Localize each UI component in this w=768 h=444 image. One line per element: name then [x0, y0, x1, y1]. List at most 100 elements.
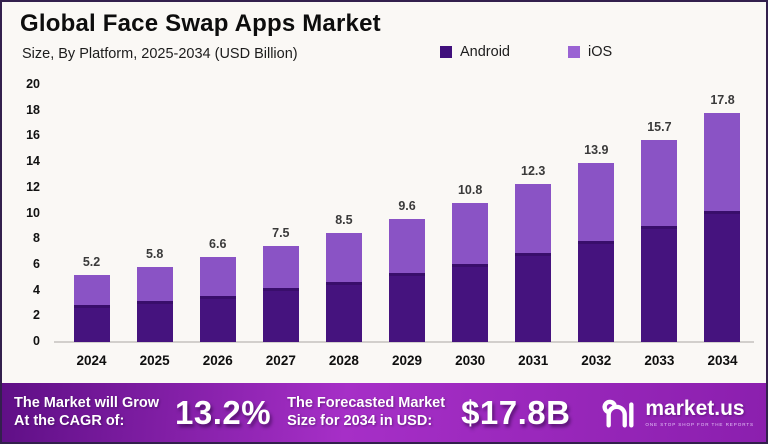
bar-2033-android: [641, 226, 678, 342]
bar-2030: [452, 203, 489, 342]
bar-slot-2031: 12.3: [502, 85, 565, 342]
x-axis-line: [54, 341, 754, 343]
bar-2027-ios: [262, 245, 299, 289]
bar-slot-2030: 10.8: [439, 85, 502, 342]
total-label-2029: 9.6: [398, 198, 416, 213]
y-tick-18: 18: [26, 102, 40, 117]
y-tick-4: 4: [33, 282, 40, 297]
bar-slot-2028: 8.5: [312, 85, 375, 342]
x-label-2024: 2024: [76, 353, 107, 368]
y-tick-6: 6: [33, 256, 40, 271]
bar-2029: [389, 218, 426, 342]
bar-slot-2034: 17.8: [691, 85, 754, 342]
bar-2033: [641, 140, 678, 342]
marketus-logo-icon: [602, 399, 634, 427]
logo-tagline: ONE STOP SHOP FOR THE REPORTS: [645, 422, 754, 427]
bar-slot-2024: 5.2: [60, 85, 123, 342]
y-tick-16: 16: [26, 128, 40, 143]
marketus-logo-text: market.us ONE STOP SHOP FOR THE REPORTS: [645, 397, 754, 427]
legend-item-ios: iOS: [567, 44, 613, 60]
bar-2032: [578, 163, 615, 342]
total-label-2025: 5.8: [145, 247, 164, 262]
bar-slot-2027: 7.5: [249, 85, 312, 342]
x-label-2031: 2031: [518, 353, 549, 368]
y-tick-0: 0: [33, 334, 40, 348]
bottom-banner: The Market will Grow At the CAGR of: 13.…: [2, 383, 766, 442]
bar-2027: [262, 245, 299, 342]
legend-label-android: Android: [460, 44, 510, 60]
bar-2031-android: [515, 253, 552, 342]
bar-2026: [199, 257, 236, 342]
y-tick-2: 2: [33, 308, 40, 323]
bar-2033-ios: [641, 140, 678, 227]
total-label-2033: 15.7: [647, 120, 672, 135]
bar-2024-android: [73, 304, 110, 342]
bar-2027-android: [262, 288, 299, 342]
x-label-2033: 2033: [644, 353, 675, 368]
y-tick-12: 12: [26, 179, 40, 194]
page-title: Global Face Swap Apps Market: [20, 10, 381, 37]
bar-2032-android: [578, 240, 615, 342]
bar-2032-ios: [578, 163, 615, 241]
x-axis-labels: 2024 2025 2026 2027 2028 2029 2030 2031 2032 2033…: [60, 353, 754, 368]
legend-label-ios: iOS: [587, 44, 613, 60]
ios-swatch: [567, 46, 580, 58]
bar-2028: [325, 232, 362, 342]
legend: Android iOS: [440, 44, 612, 60]
bar-2034-android: [704, 210, 741, 342]
bar-2025: [136, 267, 173, 342]
bar-2026-ios: [199, 257, 236, 296]
forecast-label: The Forecasted Market Size for 2034 in U…: [287, 395, 446, 429]
bar-2025-ios: [136, 267, 173, 301]
chart-subtitle: Size, By Platform, 2025-2034 (USD Billio…: [22, 46, 298, 62]
x-label-2034: 2034: [707, 353, 738, 368]
x-label-2025: 2025: [139, 353, 170, 368]
x-label-2027: 2027: [265, 353, 296, 368]
bar-slot-2033: 15.7: [628, 85, 691, 342]
x-label-2028: 2028: [328, 353, 359, 368]
bar-2024: [73, 275, 110, 342]
bar-2028-ios: [325, 232, 362, 282]
bar-slot-2029: 9.6: [375, 85, 438, 342]
total-label-2026: 6.6: [209, 237, 227, 252]
bar-2034-ios: [704, 113, 741, 211]
y-tick-10: 10: [26, 205, 40, 220]
bar-2025-android: [136, 300, 173, 342]
bar-2031-ios: [515, 183, 552, 254]
total-label-2030: 10.8: [457, 183, 483, 198]
x-label-2026: 2026: [202, 353, 233, 368]
marketus-logo: market.us ONE STOP SHOP FOR THE REPORTS: [602, 396, 754, 430]
bar-2028-android: [325, 281, 362, 342]
x-label-2030: 2030: [455, 353, 486, 368]
y-tick-14: 14: [26, 154, 40, 169]
legend-item-android: Android: [440, 44, 510, 60]
total-label-2027: 7.5: [272, 225, 290, 240]
y-axis: 0 2 4 6 8 10 12 14 16 18 20: [2, 77, 46, 348]
forecast-value: $17.8B: [461, 393, 571, 431]
x-label-2029: 2029: [391, 353, 423, 368]
x-label-2032: 2032: [581, 353, 612, 368]
y-tick-8: 8: [33, 231, 40, 246]
total-label-2028: 8.5: [335, 212, 353, 227]
total-label-2032: 13.9: [584, 143, 609, 158]
android-swatch: [440, 46, 452, 58]
total-label-2031: 12.3: [521, 163, 546, 178]
bar-slot-2026: 6.6: [186, 85, 249, 342]
bar-2029-android: [389, 272, 426, 342]
bar-2034: [704, 113, 741, 342]
total-label-2034: 17.8: [710, 93, 735, 108]
bar-2031: [515, 183, 552, 342]
bar-plot: 5.2 5.8 6.6 7.5 8.5 9.6 10.8 12.3 13.9 15.7 17.8: [60, 85, 754, 342]
cagr-label: The Market will Grow At the CAGR of:: [14, 395, 160, 429]
total-label-2024: 5.2: [82, 255, 101, 270]
cagr-value: 13.2%: [175, 393, 272, 431]
bar-slot-2032: 13.9: [565, 85, 628, 342]
bar-2030-ios: [452, 203, 489, 264]
bar-2024-ios: [73, 275, 110, 305]
bar-2029-ios: [389, 218, 426, 273]
bar-2030-android: [452, 263, 489, 342]
y-tick-20: 20: [26, 77, 40, 91]
bar-slot-2025: 5.8: [123, 85, 186, 342]
bar-2026-android: [199, 295, 236, 342]
